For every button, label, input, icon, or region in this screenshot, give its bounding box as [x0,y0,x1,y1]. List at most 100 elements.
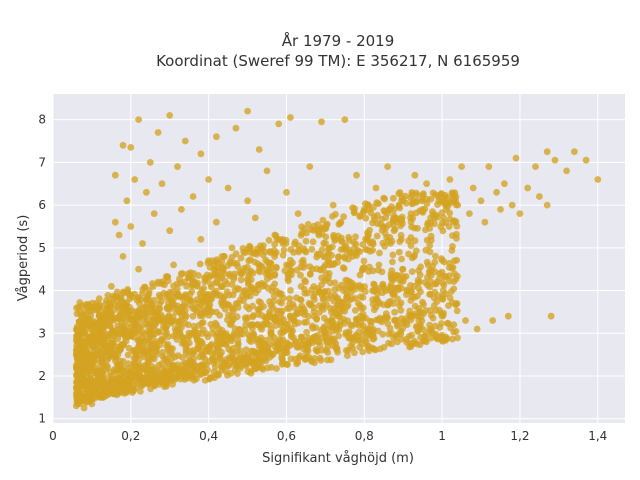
dense-point [381,195,388,203]
dense-point [356,248,364,256]
dense-point [240,288,248,295]
dense-point [407,288,415,295]
data-point-146 [516,210,524,218]
dense-point [145,349,153,357]
dense-point [237,276,245,284]
dense-point [75,318,83,326]
dense-point [260,321,268,329]
data-point-154 [563,167,570,175]
dense-point [288,271,295,279]
data-point-14 [111,383,119,391]
dense-point [314,285,322,292]
data-point-94 [314,227,321,235]
dense-point [391,308,398,316]
dense-point [164,340,172,348]
dense-point [224,333,232,341]
dense-point [414,279,422,287]
dense-point [387,240,394,247]
data-point-2 [80,404,88,412]
dense-point [221,359,229,366]
dense-point [254,355,262,362]
x-tick-label-0: 0 [49,429,57,443]
dense-point [183,282,191,290]
dense-point [344,352,351,359]
dense-point [207,373,215,381]
y-tick-label-7: 8 [38,113,46,127]
dense-point [223,280,231,288]
dense-point [155,305,163,313]
data-point-30 [135,116,143,123]
dense-point [296,352,304,360]
dense-point [203,271,211,279]
data-point-105 [357,312,364,320]
dense-point [263,268,271,275]
data-point-97 [325,270,333,277]
dense-point [125,360,132,368]
data-point-59 [201,355,209,363]
data-point-55 [189,193,197,200]
dense-point [170,295,178,302]
dense-point [120,340,127,348]
dense-point [247,276,255,284]
dense-point [91,303,98,311]
dense-point [161,317,169,324]
dense-point [382,214,390,222]
data-point-71 [236,347,244,354]
dense-point [407,297,415,304]
dense-point [322,347,330,354]
dense-point [300,285,308,293]
data-point-77 [255,342,263,350]
data-point-122 [423,180,430,188]
data-point-0 [72,402,80,410]
dense-point [76,299,84,306]
dense-point [229,291,237,299]
dense-point [242,346,250,353]
data-point-110 [376,317,384,324]
dense-point [407,343,415,350]
dense-point [306,263,314,270]
chart-title-line-2: Koordinat (Sweref 99 TM): E 356217, N 61… [156,52,520,70]
data-point-113 [388,329,395,337]
dense-point [379,282,387,290]
dense-point [450,191,457,199]
dense-point [427,334,435,342]
dense-point [448,288,455,295]
dense-point [396,238,404,246]
dense-point [230,356,238,363]
dense-point [256,268,264,276]
dense-point [363,342,371,350]
dense-point [434,201,441,209]
dense-point [433,334,440,342]
dense-point [297,296,305,304]
y-tick-label-5: 6 [38,198,46,212]
dense-point [132,374,140,381]
x-tick-label-5: 1 [438,429,446,443]
dense-point [266,248,274,255]
dense-point [148,308,156,316]
dense-point [305,299,313,307]
dense-point [399,277,407,285]
dense-point [311,296,318,303]
dense-point [235,326,243,333]
dense-point [423,195,431,203]
dense-point [259,242,267,250]
data-point-82 [271,231,279,239]
dense-point [385,339,392,347]
dense-point [110,295,117,302]
dense-point [285,277,292,285]
dense-point [302,278,309,286]
dense-point [438,331,446,339]
dense-point [370,203,377,211]
dense-point [281,267,289,275]
dense-point [154,313,161,321]
dense-point [81,351,89,359]
dense-point [255,298,263,305]
dense-point [415,284,422,292]
dense-point [275,307,283,315]
dense-point [226,270,234,278]
data-point-26 [127,144,135,151]
data-point-13 [108,282,115,290]
dense-point [257,304,264,312]
data-point-120 [415,317,423,324]
data-point-48 [174,163,181,171]
